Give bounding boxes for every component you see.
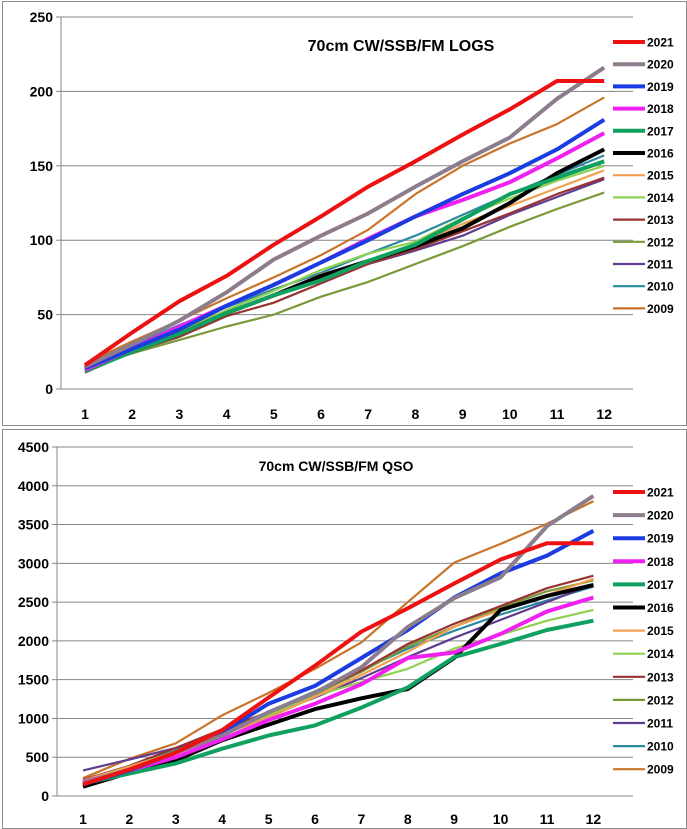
x-tick-label: 12 [596,406,612,422]
y-tick-label: 0 [41,788,49,804]
legend-label-2020: 2020 [647,58,674,72]
series-line-2021 [82,541,594,787]
logs-chart-panel: 0 50 100 150 200 250 1 2 3 4 5 6 7 8 9 10 11 12 70cm CW/SS… [2,1,687,426]
x-tick-label: 8 [404,811,412,827]
series-line-2016 [82,583,594,789]
y-tick-label: 150 [30,158,54,174]
chart-title: 70cm CW/SSB/FM QSO [259,458,414,474]
y-tick-label: 4000 [18,478,49,494]
legend-label-2011: 2011 [647,258,673,272]
x-tick-label: 6 [317,406,325,422]
x-tick-label: 12 [586,811,602,827]
y-tick-label: 2500 [18,594,49,610]
x-tick-label: 9 [450,811,458,827]
y-tick-label: 250 [30,9,54,25]
chart-title: 70cm CW/SSB/FM LOGS [308,38,495,55]
legend-label-2010: 2010 [647,740,674,754]
legend-label-2014: 2014 [647,191,674,205]
x-tick-label: 8 [412,406,420,422]
legend-label-2019: 2019 [647,80,674,94]
legend-label-2012: 2012 [647,235,674,249]
x-tick-label: 9 [459,406,467,422]
x-tick-label: 3 [176,406,184,422]
series-line-2009 [82,500,594,780]
legend-label-2019: 2019 [647,532,674,546]
legend-label-2014: 2014 [647,647,674,661]
series-line-2019 [82,529,595,787]
legend-label-2020: 2020 [647,509,674,523]
series-line-2017 [84,159,605,373]
x-tick-label: 1 [81,406,89,422]
x-tick-label: 4 [218,811,226,827]
series-line-2012 [84,191,605,370]
series-line-2020 [84,65,606,369]
series-line-2013 [84,176,605,374]
series-line-2017 [82,618,594,786]
x-tick-label: 10 [502,406,518,422]
series-line-2021 [83,79,605,367]
y-tick-label: 1500 [18,672,49,688]
series-line-2009 [84,96,605,365]
legend-label-2013: 2013 [647,213,674,227]
legend-label-2015: 2015 [647,169,674,183]
x-tick-label: 7 [364,406,372,422]
legend-label-2015: 2015 [647,624,674,638]
y-tick-label: 100 [30,232,54,248]
legend-label-2018: 2018 [647,102,674,116]
legend-label-2016: 2016 [647,601,674,615]
x-tick-label: 4 [223,406,231,422]
series-line-2018 [82,595,594,784]
x-tick-label: 3 [172,811,180,827]
x-tick-label: 6 [311,811,319,827]
x-tick-label: 2 [126,811,134,827]
legend-label-2009: 2009 [647,763,674,777]
y-tick-label: 200 [30,83,54,99]
legend-label-2021: 2021 [647,36,674,50]
qso-chart-panel: 0 500 1000 1500 2000 2500 3000 3500 4000 4500 1 2 3 4… [2,429,687,829]
legend-label-2010: 2010 [647,280,674,294]
y-tick-label: 4500 [18,439,49,455]
y-tick-label: 1000 [18,710,49,726]
x-tick-label: 5 [270,406,278,422]
y-tick-label: 3500 [18,517,49,533]
legend-label-2016: 2016 [647,147,674,161]
legend-label-2011: 2011 [647,717,673,731]
legend-label-2012: 2012 [647,693,674,707]
legend-label-2021: 2021 [647,486,674,500]
series-line-2019 [84,118,606,371]
x-tick-label: 10 [493,811,509,827]
y-tick-label: 3000 [18,555,49,571]
x-tick-label: 1 [79,811,87,827]
legend-label-2009: 2009 [647,302,674,316]
y-tick-label: 2000 [18,633,49,649]
x-tick-label: 7 [358,811,366,827]
legend-label-2013: 2013 [647,670,674,684]
x-tick-label: 11 [540,811,555,827]
x-tick-label: 2 [128,406,136,422]
legend-label-2018: 2018 [647,555,674,569]
x-tick-label: 11 [550,406,565,422]
legend-label-2017: 2017 [647,578,674,592]
y-tick-label: 50 [37,307,53,323]
y-tick-label: 0 [45,381,53,397]
x-tick-label: 5 [265,811,273,827]
legend-label-2017: 2017 [647,124,674,138]
y-tick-label: 500 [26,749,50,765]
series-line-2011 [82,583,594,772]
